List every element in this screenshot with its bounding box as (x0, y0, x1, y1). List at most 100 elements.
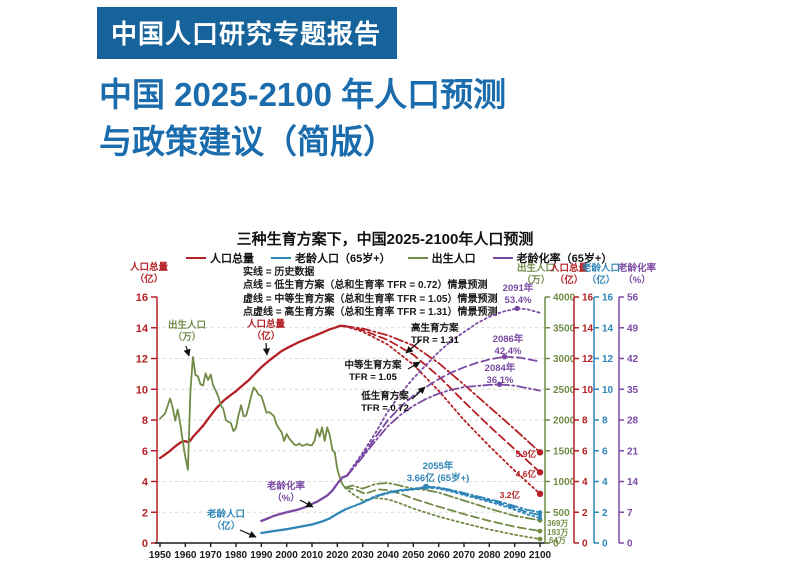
axis-unit: （%） (623, 274, 651, 286)
right-axis-tick-label-total: 12 (582, 354, 594, 365)
right-axis-tick-label-aging: 35 (627, 385, 639, 396)
x-axis-tick-label: 2040 (377, 550, 400, 561)
series-birth-low (343, 486, 541, 540)
marker-elderly-2100 (538, 513, 542, 517)
legend-label-elderly: 老龄人口（65岁+） (295, 253, 391, 265)
page-title: 中国 2025-2100 年人口预测 与政策建议（简版） (99, 72, 506, 166)
note-dotted: 点线 = 低生育方案（总和生育率 TFR = 0.72）情景预测 (243, 280, 488, 292)
x-axis-tick-label: 2030 (352, 550, 375, 561)
end-label-pop-high: 5.9亿 (515, 449, 536, 459)
page-title-line1: 中国 2025-2100 年人口预测 (99, 76, 507, 113)
left-axis-title-text: 人口总量 (129, 262, 168, 273)
legend-swatch-total (186, 257, 206, 259)
right-axis-tick-label-birth: 1000 (553, 477, 576, 488)
legend-label-total: 人口总量 (210, 253, 254, 265)
right-axis-tick-label-birth: 2500 (553, 385, 576, 396)
note-solid: 实线 = 历史数据 (243, 267, 315, 278)
annotation-arrow (411, 386, 426, 400)
left-axis-tick-label: 4 (142, 477, 149, 489)
annotation-line: 3.66亿 (65岁+) (406, 472, 470, 484)
right-axis-tick-label-elderly: 16 (602, 293, 614, 304)
series-aging-mid (346, 355, 541, 476)
annotation-line: （万） (172, 331, 202, 343)
end-label-birth-high: 369万 (547, 519, 569, 528)
right-axis-tick-label-elderly: 10 (602, 385, 614, 396)
right-axis-tick-label-total: 6 (582, 446, 588, 457)
x-axis-tick-label: 2020 (326, 550, 349, 561)
annotation-elderly-peak: 2055年 3.66亿 (65岁+) (395, 461, 481, 485)
line-style-notes: 实线 = 历史数据 点线 = 低生育方案（总和生育率 TFR = 0.72）情景… (243, 266, 497, 320)
right-axis-tick-label-elderly: 14 (602, 323, 614, 334)
annotation-line: （亿） (251, 330, 281, 342)
marker-elderly-2055 (423, 483, 429, 490)
x-axis-tick-label: 1960 (174, 550, 197, 561)
x-axis-tick-label: 2010 (301, 550, 324, 561)
note-dashdot: 点虚线 = 高生育方案（总和生育率 TFR = 1.31）情景预测 (243, 307, 498, 319)
x-axis-tick-label: 1970 (200, 550, 223, 561)
right-axis-tick-label-birth: 500 (553, 508, 570, 519)
right-axis-tick-label-total: 16 (582, 293, 594, 304)
marker-birth-2100 (537, 528, 543, 534)
annotation-low-scenario: 低生育方案 TFR = 0.72 (354, 391, 416, 415)
annotation-line: 高生育方案 (411, 323, 459, 334)
note-dashed: 虚线 = 中等生育方案（总和生育率 TFR = 1.05）情景预测 (243, 293, 498, 305)
right-axis-tick-label-elderly: 4 (602, 477, 608, 488)
annotation-total-series: 人口总量 （亿） (237, 319, 295, 343)
right-axis-tick-label-total: 0 (582, 539, 588, 550)
annotation-line: TFR = 0.72 (361, 402, 409, 414)
right-axis-tick-label-birth: 1500 (553, 446, 576, 457)
right-axis-tick-label-birth: 3500 (553, 323, 576, 334)
right-axis-title-birth: 出生人口 （万） (513, 263, 559, 287)
left-axis-tick-label: 16 (136, 292, 148, 304)
series-birth-mid (343, 486, 541, 532)
right-axis-tick-label-aging: 0 (627, 539, 633, 550)
x-axis-tick-label: 2080 (478, 550, 501, 561)
annotation-arrow (299, 499, 314, 508)
x-axis-tick-label: 2050 (402, 550, 425, 561)
left-axis-unit: （亿） (134, 273, 164, 285)
right-axis-tick-label-aging: 42 (627, 354, 639, 365)
annotation-line: 42.4% (494, 345, 522, 357)
legend-label-birth: 出生人口 (431, 253, 476, 265)
right-axis-tick-label-elderly: 2 (602, 508, 608, 519)
left-axis-tick-label: 10 (136, 384, 148, 396)
x-axis-tick-label: 1990 (250, 550, 273, 561)
left-axis-tick-label: 8 (142, 415, 148, 427)
right-axis-tick-label-birth: 3000 (553, 354, 576, 365)
x-axis-tick-label: 2060 (428, 550, 451, 561)
annotation-arrow (262, 342, 271, 356)
legend-item-elderly: 老龄人口（65岁+） (271, 250, 391, 266)
left-axis-title: 人口总量 （亿） (126, 262, 172, 286)
annotation-arrow (239, 529, 257, 538)
axis-unit: （万） (521, 274, 551, 286)
end-label-pop-low: 3.2亿 (499, 490, 520, 500)
right-axis-tick-label-aging: 49 (627, 323, 639, 334)
right-axis-tick-label-elderly: 8 (602, 416, 608, 427)
marker-aging-2084 (496, 381, 503, 388)
x-axis-tick-label: 1950 (149, 550, 172, 561)
axis-title-text: 人口总量 (549, 263, 588, 274)
right-axis-tick-label-aging: 14 (627, 477, 639, 488)
right-axis-tick-label-birth: 0 (553, 539, 559, 550)
legend-label-aging: 老龄化率（65岁+） (516, 253, 613, 265)
right-axis-tick-label-aging: 28 (627, 416, 639, 427)
right-axis-tick-label-total: 2 (582, 508, 588, 519)
right-axis-tick-label-elderly: 0 (602, 539, 608, 550)
right-axis-tick-label-total: 8 (582, 416, 588, 427)
annotation-high-scenario: 高生育方案 TFR = 1.31 (411, 323, 487, 347)
annotation-line: 出生人口 (167, 320, 206, 331)
marker-aging-2091 (514, 305, 520, 312)
marker-birth-2100 (537, 536, 543, 542)
axis-title-text: 出生人口 (516, 263, 555, 274)
page-title-line2: 与政策建议（简版） (99, 122, 396, 160)
end-label-birth-low: 64万 (549, 536, 566, 545)
marker-total-2100 (536, 449, 544, 456)
annotation-line: 2055年 (422, 461, 454, 472)
axis-unit: （亿） (586, 274, 616, 286)
right-axis-tick-label-aging: 56 (627, 293, 639, 304)
right-axis-tick-label-total: 4 (582, 477, 588, 488)
right-axis-tick-label-birth: 4000 (553, 293, 576, 304)
chart-legend: 人口总量 老龄人口（65岁+） 出生人口 老龄化率（65岁+） (186, 250, 612, 266)
